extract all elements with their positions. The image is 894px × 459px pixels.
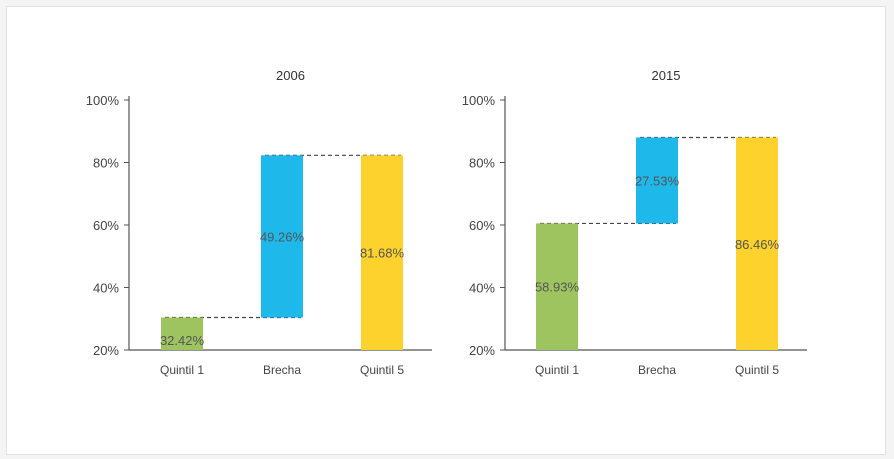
bar-quintil-1 (161, 317, 203, 350)
bar-quintil-5 (736, 137, 778, 350)
data-label: 27.53% (635, 173, 680, 188)
y-tick-label: 20% (93, 343, 119, 358)
y-tick-label: 80% (469, 156, 495, 171)
y-tick-label: 100% (462, 93, 496, 108)
x-tick-label: Brecha (263, 363, 301, 377)
x-tick-label: Quintil 1 (535, 363, 579, 377)
y-tick-label: 40% (93, 281, 119, 296)
bar-brecha (636, 137, 678, 224)
bar-quintil-5 (361, 155, 403, 350)
chart-title: 2015 (652, 68, 681, 83)
chart-0: 2006 100% 80% 60% 40% 20% 32.42% 49.26% 81.68% Qu… (86, 68, 432, 377)
data-label: 81.68% (360, 246, 405, 261)
y-tick-label: 20% (469, 343, 495, 358)
chart-title: 2006 (276, 68, 305, 83)
x-tick-label: Brecha (638, 363, 676, 377)
chart-1: 2015 100% 80% 60% 40% 20% 58.93% 27.53% 86.46% Qu… (462, 68, 807, 377)
data-label: 49.26% (260, 229, 305, 244)
y-tick-label: 60% (93, 218, 119, 233)
x-tick-label: Quintil 5 (360, 363, 404, 377)
y-tick-label: 60% (469, 218, 495, 233)
y-tick-label: 80% (93, 156, 119, 171)
data-label: 58.93% (535, 280, 580, 295)
y-tick-label: 40% (469, 281, 495, 296)
x-tick-label: Quintil 5 (735, 363, 779, 377)
y-tick-label: 100% (86, 93, 120, 108)
bar-quintil-1 (536, 223, 578, 350)
bar-brecha (261, 155, 303, 318)
data-label: 86.46% (735, 237, 780, 252)
data-label: 32.42% (160, 333, 205, 348)
x-tick-label: Quintil 1 (160, 363, 204, 377)
